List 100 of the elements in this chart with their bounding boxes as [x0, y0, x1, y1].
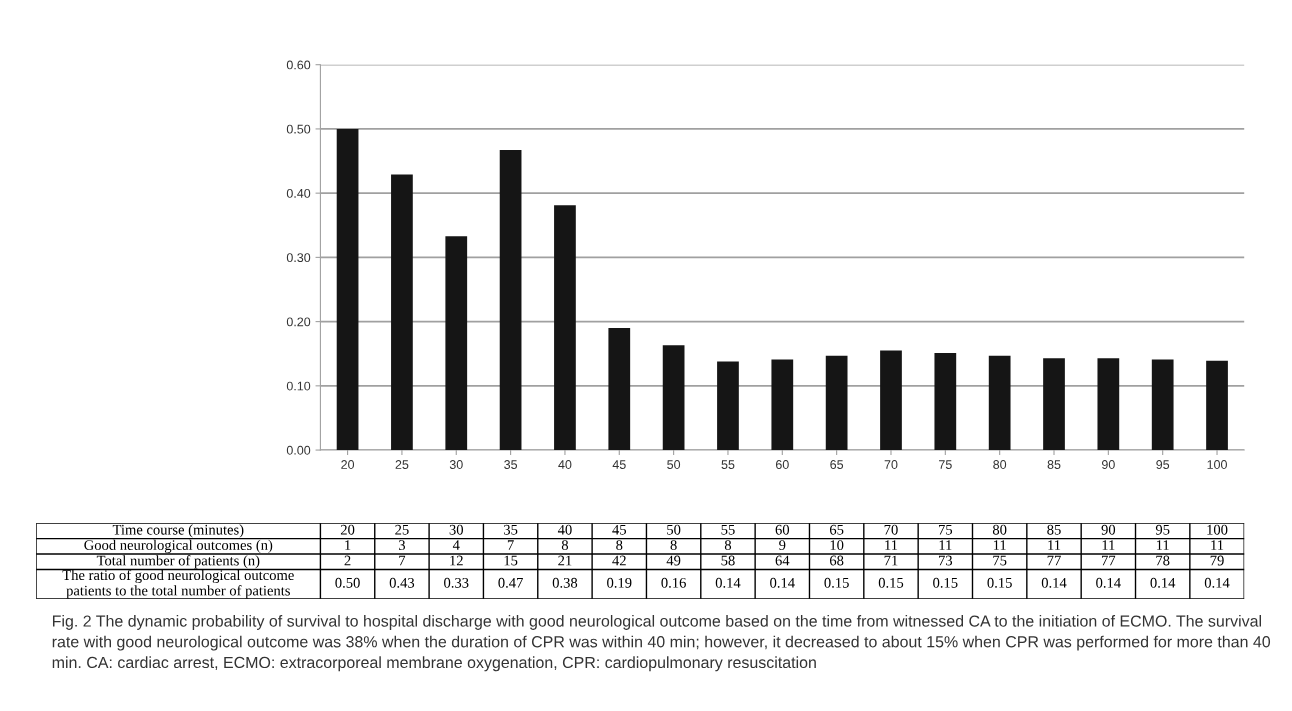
text: 11	[1048, 540, 1061, 550]
data-label: 0.43	[389, 577, 415, 588]
bar	[771, 359, 794, 451]
category-label: 55	[721, 524, 735, 535]
bar	[336, 128, 359, 451]
category-label: 60	[775, 524, 790, 535]
bar	[717, 361, 739, 451]
data-label: 0.15	[987, 577, 1012, 588]
bar	[825, 355, 848, 451]
text: 9	[779, 540, 786, 551]
text: 10	[830, 540, 844, 551]
category-label: 75	[939, 524, 953, 535]
text: 77	[1102, 555, 1116, 566]
x-tick-label: 55	[721, 460, 735, 469]
text: 21	[558, 555, 572, 566]
text: 11	[993, 540, 1006, 550]
category-label: 20	[340, 524, 355, 535]
data-label: 0.38	[552, 577, 578, 588]
bar	[1097, 358, 1120, 451]
text: 49	[666, 555, 681, 566]
text: 79	[1210, 555, 1224, 566]
x-tick-label: 20	[341, 460, 355, 469]
category-label: 45	[612, 524, 627, 535]
y-tick-label: 0.40	[286, 188, 311, 198]
data-label: 0.14	[1096, 577, 1121, 588]
x-tick-label: 80	[993, 460, 1007, 469]
x-tick-label: 50	[667, 460, 681, 469]
text: 8	[616, 540, 623, 551]
text: 3	[398, 540, 405, 551]
bar	[608, 328, 631, 451]
x-tick-label: 85	[1047, 460, 1061, 469]
text: 73	[939, 555, 953, 566]
category-label: 90	[1101, 524, 1116, 535]
y-tick-label: 0.10	[286, 381, 311, 391]
x-tick-label: 25	[395, 460, 409, 469]
x-tick-label: 40	[558, 460, 572, 469]
bar	[499, 150, 522, 451]
x-tick-label: 65	[830, 460, 844, 469]
text: 64	[775, 555, 790, 566]
text: 11	[939, 540, 952, 550]
x-tick-label: 45	[612, 460, 626, 469]
bar	[391, 174, 413, 451]
text: 58	[721, 555, 735, 566]
category-label: 25	[395, 524, 409, 535]
category-label: 50	[667, 524, 681, 535]
x-axis-title: Time course (minutes)	[112, 524, 244, 538]
y-tick-label: 0.20	[286, 317, 311, 327]
y-tick-label: 0.60	[286, 60, 311, 70]
data-label: 0.15	[933, 577, 958, 588]
text: 8	[670, 540, 677, 551]
category-label: 35	[504, 524, 518, 535]
category-label: 100	[1207, 524, 1228, 535]
category-label: 80	[992, 524, 1007, 535]
text: 11	[1211, 540, 1224, 550]
x-tick-label: 60	[775, 460, 789, 469]
x-tick-label: 90	[1101, 460, 1115, 469]
data-label: 0.47	[498, 577, 523, 588]
x-tick-label: 75	[939, 460, 952, 469]
x-tick-label: 100	[1207, 460, 1227, 469]
text: 2	[344, 555, 351, 566]
bar	[988, 355, 1011, 451]
text: 11	[885, 540, 898, 550]
data-label: 0.33	[444, 577, 469, 588]
text: Good neurological outcomes (n)	[84, 539, 273, 553]
text: 1	[345, 540, 351, 550]
bar	[662, 345, 685, 451]
text: 7	[507, 540, 514, 550]
data-label: 0.50	[335, 577, 360, 588]
y-tick-label: 0.50	[286, 124, 311, 134]
y-tick-label: 0.30	[286, 253, 311, 263]
text: 7	[399, 555, 406, 566]
data-label: 0.14	[770, 577, 795, 588]
bar	[934, 353, 957, 451]
x-tick-label: 95	[1156, 460, 1170, 469]
data-label: 0.15	[878, 577, 904, 588]
text: 15	[504, 555, 518, 566]
category-label: 65	[829, 524, 844, 535]
bar	[1043, 358, 1065, 451]
category-label: 70	[884, 524, 898, 535]
data-label: 0.16	[661, 577, 686, 588]
bar	[445, 236, 468, 451]
bar	[880, 350, 902, 451]
text: 77	[1047, 555, 1061, 566]
category-label: 40	[557, 524, 572, 535]
caption: Fig. 2 The dynamic probability of survival to hospital discharge with good neurological outcome based on the time from witnessed CA to the initiation of ECMO. The survival rate with good neurological outcome was 38% when the duration of CPR was within 40 min; however, it decreased to about 15% when CPR was performed for more than 40 min. CA: cardiac arrest, ECMO: extracorporeal membrane oxygenation, CPR: cardiopulmonary resuscitation	[52, 615, 1271, 672]
bar	[554, 205, 576, 451]
y-tick-label: 0.00	[286, 445, 311, 455]
data-label: 0.15	[824, 577, 849, 588]
text: 78	[1156, 555, 1170, 566]
text: The ratio of good neurological outcome patients to the total number of patients	[62, 569, 294, 599]
text: Total number of patients (n)	[96, 555, 260, 569]
category-label: 95	[1155, 524, 1170, 535]
data-label: 0.14	[715, 577, 741, 588]
category-label: 85	[1047, 524, 1061, 535]
text: 42	[612, 555, 626, 566]
data-label: 0.19	[607, 577, 632, 588]
x-tick-label: 35	[504, 460, 518, 469]
bar	[1151, 359, 1174, 451]
text: 12	[450, 555, 463, 566]
bar	[1206, 360, 1228, 451]
